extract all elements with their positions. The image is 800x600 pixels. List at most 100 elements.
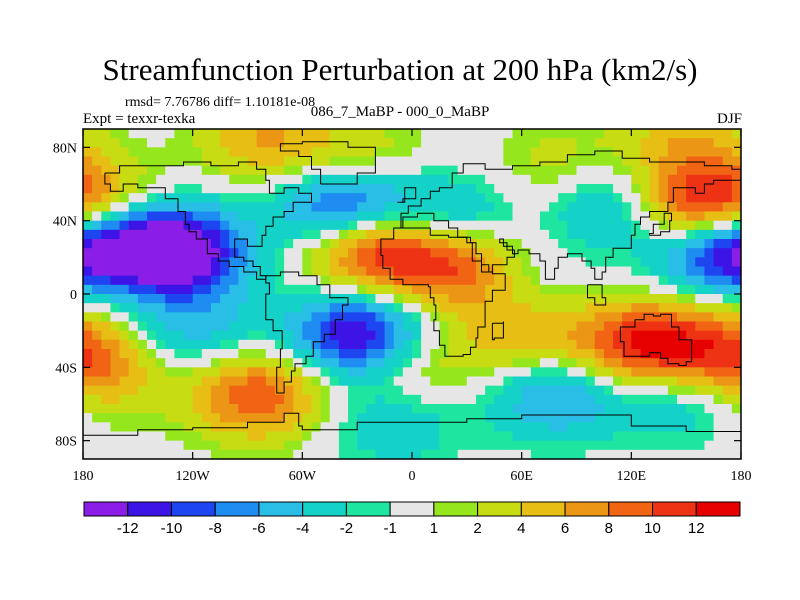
field-cell bbox=[165, 303, 175, 313]
field-cell bbox=[192, 193, 203, 203]
field-cell bbox=[183, 349, 194, 359]
field-cell bbox=[585, 339, 596, 350]
field-cell bbox=[284, 367, 294, 378]
field-cell bbox=[247, 193, 258, 203]
field-cell bbox=[311, 321, 322, 332]
field-cell bbox=[412, 385, 422, 396]
field-cell bbox=[375, 156, 386, 167]
field-cell bbox=[448, 376, 459, 387]
field-cell bbox=[210, 174, 221, 185]
field-cell bbox=[128, 339, 139, 350]
field-cell bbox=[229, 174, 239, 185]
field-cell bbox=[201, 229, 212, 240]
field-cell bbox=[265, 385, 276, 396]
field-cell bbox=[174, 184, 185, 194]
field-cell bbox=[576, 174, 587, 185]
field-cell bbox=[658, 138, 669, 148]
field-cell bbox=[247, 202, 258, 213]
field-cell bbox=[576, 257, 587, 268]
field-cell bbox=[704, 275, 715, 286]
field-cell bbox=[585, 367, 596, 378]
field-cell bbox=[156, 312, 166, 323]
field-cell bbox=[704, 211, 715, 222]
field-cell bbox=[357, 303, 367, 313]
field-cell bbox=[393, 193, 404, 203]
field-cell bbox=[256, 385, 267, 396]
field-cell bbox=[649, 220, 660, 231]
field-cell bbox=[156, 330, 166, 341]
field-cell bbox=[393, 147, 404, 158]
field-cell bbox=[585, 138, 596, 148]
field-cell bbox=[128, 321, 139, 332]
field-cell bbox=[412, 367, 422, 378]
field-cell bbox=[156, 275, 166, 286]
field-cell bbox=[174, 376, 185, 387]
field-cell bbox=[494, 193, 504, 203]
field-cell bbox=[119, 404, 130, 414]
field-cell bbox=[92, 193, 102, 203]
field-cell bbox=[247, 229, 258, 240]
field-cell bbox=[558, 229, 568, 240]
field-cell bbox=[412, 303, 422, 313]
field-cell bbox=[695, 349, 706, 359]
colorbar-label: -8 bbox=[209, 520, 222, 537]
field-cell bbox=[613, 220, 623, 231]
field-cell bbox=[503, 312, 514, 323]
field-cell bbox=[667, 174, 678, 185]
field-cell bbox=[466, 358, 477, 368]
field-cell bbox=[128, 193, 139, 203]
field-cell bbox=[412, 129, 422, 139]
field-cell bbox=[539, 174, 550, 185]
field-cell bbox=[256, 339, 267, 350]
field-cell bbox=[585, 174, 596, 185]
field-cell bbox=[229, 321, 239, 332]
field-cell bbox=[348, 339, 358, 350]
field-cell bbox=[594, 339, 605, 350]
field-cell bbox=[594, 367, 605, 378]
field-cell bbox=[640, 404, 651, 414]
field-cell bbox=[110, 184, 121, 194]
field-cell bbox=[485, 257, 495, 268]
x-tick-label: 60W bbox=[289, 469, 317, 484]
field-cell bbox=[183, 174, 194, 185]
field-cell bbox=[201, 358, 212, 368]
field-cell bbox=[439, 303, 450, 313]
field-cell bbox=[338, 394, 349, 405]
field-cell bbox=[631, 413, 642, 423]
field-cell bbox=[329, 257, 340, 268]
field-cell bbox=[101, 404, 112, 414]
field-cell bbox=[256, 147, 267, 158]
field-cell bbox=[302, 174, 313, 185]
field-cell bbox=[393, 413, 404, 423]
field-cell bbox=[311, 174, 322, 185]
field-cell bbox=[265, 220, 276, 231]
field-cell bbox=[475, 431, 486, 442]
field-cell bbox=[338, 449, 349, 459]
field-cell bbox=[603, 376, 614, 387]
field-cell bbox=[366, 440, 377, 451]
field-cell bbox=[704, 440, 715, 451]
field-cell bbox=[576, 211, 587, 222]
field-cell bbox=[521, 303, 532, 313]
field-cell bbox=[567, 220, 578, 231]
field-cell bbox=[430, 138, 441, 148]
field-cell bbox=[110, 284, 121, 295]
field-cell bbox=[613, 165, 623, 176]
field-cell bbox=[558, 248, 568, 258]
field-cell bbox=[210, 422, 221, 433]
field-cell bbox=[329, 147, 340, 158]
field-cell bbox=[357, 156, 367, 167]
field-cell bbox=[156, 211, 166, 222]
field-cell bbox=[722, 349, 733, 359]
field-cell bbox=[421, 321, 431, 332]
field-cell bbox=[622, 312, 632, 323]
field-cell bbox=[393, 339, 404, 350]
field-cell bbox=[375, 376, 386, 387]
field-cell bbox=[284, 440, 294, 451]
field-cell bbox=[238, 440, 249, 451]
field-cell bbox=[567, 321, 578, 332]
field-cell bbox=[475, 248, 486, 258]
field-cell bbox=[613, 413, 623, 423]
field-cell bbox=[229, 229, 239, 240]
field-cell bbox=[603, 321, 614, 332]
